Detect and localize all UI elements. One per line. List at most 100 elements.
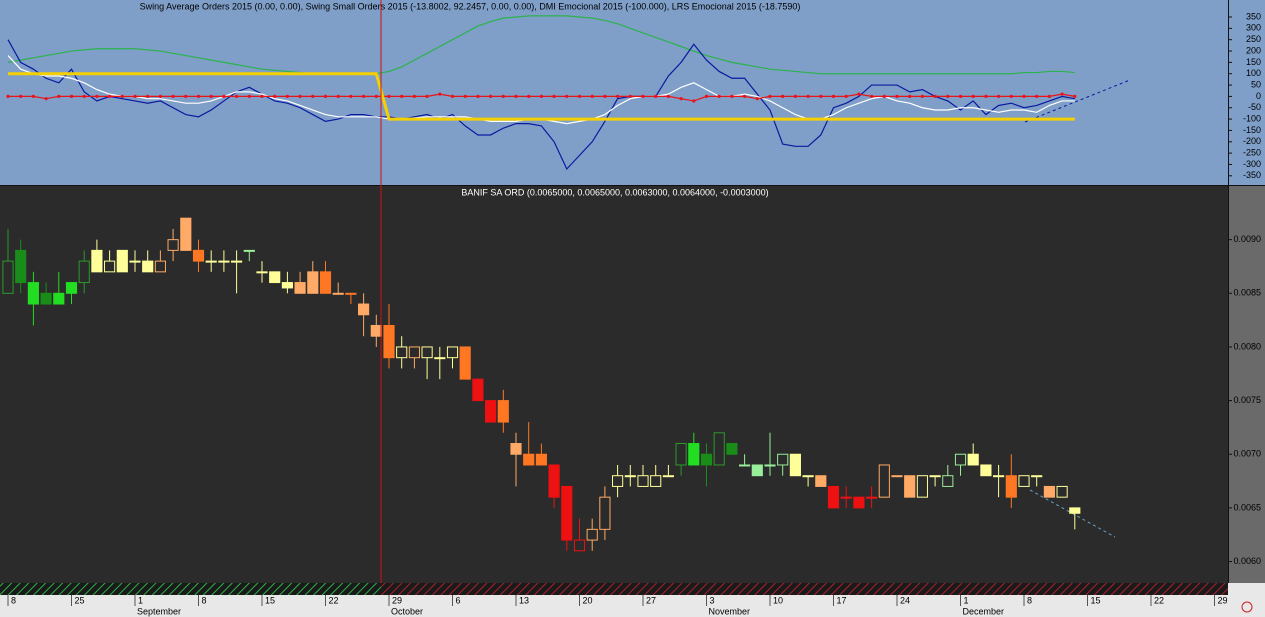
month-label: November	[709, 606, 751, 616]
series-dot	[1047, 94, 1051, 99]
candle-body	[205, 260, 217, 263]
series-line	[7, 15, 1075, 75]
trend-line	[1024, 79, 1131, 123]
price-axis-area	[1228, 186, 1265, 583]
candle-body	[980, 464, 992, 477]
month-label: September	[137, 606, 181, 616]
series-dot	[120, 94, 124, 99]
series-dot	[450, 94, 455, 99]
candle-body	[370, 324, 382, 337]
series-dot	[958, 94, 963, 99]
series-dot	[235, 94, 239, 99]
x-tick-label: 29	[392, 595, 402, 605]
series-dot	[273, 94, 277, 99]
candle-body	[954, 453, 967, 466]
series-dot	[31, 94, 35, 99]
series-dot	[628, 94, 632, 99]
candle-body	[1069, 507, 1081, 514]
y-tick-label: 200	[1246, 45, 1261, 55]
month-label: December	[963, 606, 1005, 616]
y-tick-label: 0.0085	[1233, 288, 1261, 298]
candle-body	[662, 475, 674, 478]
series-dot	[501, 94, 505, 99]
candle-body	[637, 475, 649, 487]
x-tick-label: 29	[1218, 595, 1228, 605]
hatch-strip	[0, 583, 381, 595]
candle-body	[510, 443, 522, 455]
candle-body	[231, 260, 243, 263]
candle-body	[942, 475, 954, 487]
price-title: BANIF SA ORD (0.0065000, 0.0065000, 0.00…	[461, 187, 768, 197]
series-dot	[489, 94, 493, 99]
series-dot	[946, 94, 950, 99]
candle-body	[243, 249, 255, 252]
series-dot	[1009, 94, 1013, 99]
candle-body	[878, 464, 890, 498]
series-dot	[69, 94, 74, 99]
candle-body	[319, 271, 332, 294]
series-dot	[895, 94, 899, 99]
candle-body	[15, 249, 27, 284]
series-dot	[997, 94, 1001, 99]
candle-body	[180, 217, 192, 251]
y-tick-label: 0	[1256, 91, 1261, 101]
series-dot	[209, 94, 213, 99]
x-tick-label: 15	[1091, 595, 1101, 605]
candle-body	[789, 453, 801, 477]
series-dot	[768, 94, 772, 99]
candle-body	[485, 400, 497, 423]
candle-body	[802, 475, 814, 478]
candle-body	[2, 260, 14, 294]
series-dot	[311, 94, 315, 99]
candle-body	[332, 292, 344, 295]
y-tick-label: -100	[1243, 113, 1261, 123]
candle-body	[421, 346, 433, 359]
series-dot	[743, 94, 747, 99]
series-dot	[463, 94, 467, 99]
candle-body	[840, 496, 852, 499]
candle-body	[827, 485, 840, 509]
candle-body	[891, 475, 903, 478]
candle-body	[688, 443, 700, 466]
series-dot	[44, 97, 48, 101]
candle-body	[40, 292, 52, 305]
candle-body	[916, 475, 928, 498]
candle-body	[78, 260, 90, 284]
series-dot	[730, 94, 734, 99]
series-dot	[882, 94, 886, 99]
x-tick-label: 10	[773, 595, 783, 605]
x-tick-label: 20	[583, 595, 593, 605]
candle-body	[142, 260, 154, 273]
series-dot	[577, 94, 582, 99]
candle-body	[446, 346, 459, 359]
y-tick-label: 0.0080	[1233, 341, 1261, 351]
candle-body	[993, 475, 1005, 478]
x-tick-label: 13	[519, 595, 529, 605]
series-dot	[1022, 94, 1026, 99]
y-tick-label: 250	[1246, 34, 1261, 44]
candle-body	[116, 249, 128, 273]
x-tick-label: 25	[75, 595, 85, 605]
y-tick-label: -150	[1243, 125, 1261, 135]
series-dot	[260, 94, 264, 99]
series-dot	[323, 94, 328, 99]
candle-body	[1031, 475, 1043, 478]
series-dot	[641, 94, 645, 99]
candle-body	[383, 324, 395, 359]
x-tick-label: 22	[1154, 595, 1164, 605]
candle-body	[866, 496, 878, 499]
x-tick-label: 8	[202, 595, 207, 605]
y-tick-label: -200	[1243, 136, 1261, 146]
candle-body	[739, 464, 751, 467]
series-dot	[95, 94, 99, 99]
series-dot	[349, 94, 353, 99]
series-dot	[6, 94, 10, 99]
candle-body	[281, 282, 293, 289]
x-tick-label: 3	[710, 595, 715, 605]
candle-body	[815, 475, 827, 487]
series-dot	[336, 94, 340, 99]
y-tick-label: 350	[1246, 11, 1261, 21]
series-dot	[565, 94, 569, 99]
candle-body	[764, 464, 776, 467]
candle-body	[192, 249, 205, 262]
